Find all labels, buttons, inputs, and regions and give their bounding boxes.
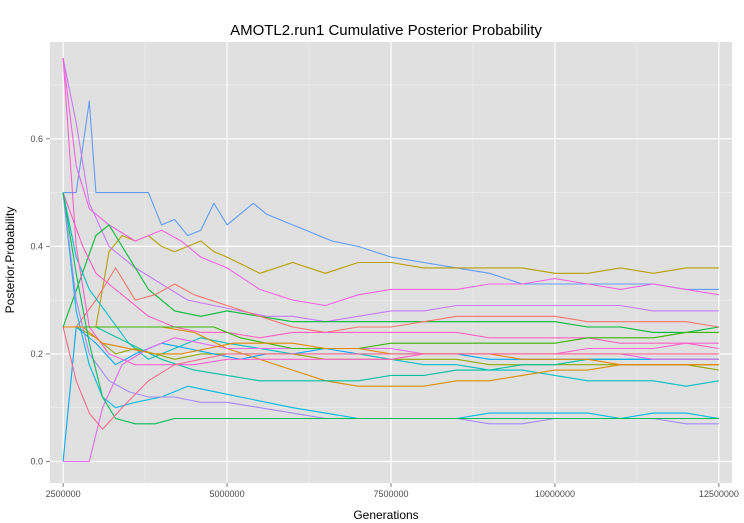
y-tick-label: 0.0 [30, 456, 43, 466]
series-line-1 [63, 100, 719, 290]
series-line-13 [62, 326, 719, 462]
series-line-18 [63, 326, 719, 366]
series-line-4 [62, 57, 719, 323]
y-axis-label: Posterior.Probability [3, 207, 17, 314]
series-line-20 [62, 326, 719, 430]
y-tick-label: 0.2 [30, 349, 43, 359]
y-tick-label: 0.4 [30, 241, 43, 251]
series-line-12 [62, 192, 719, 420]
y-tick-label: 0.6 [30, 134, 43, 144]
x-tick-label: 12500000 [699, 489, 739, 499]
x-tick-label: 5000000 [210, 489, 245, 499]
series-line-3 [62, 58, 719, 307]
series-line-5 [62, 224, 719, 333]
series-line-7 [62, 192, 719, 350]
series-line-19 [62, 192, 719, 425]
series-line-10 [63, 326, 719, 387]
x-tick-label: 10000000 [535, 489, 575, 499]
series-lines [62, 57, 719, 463]
x-tick-label: 2500000 [46, 489, 81, 499]
series-line-16 [62, 58, 719, 366]
series-line-6 [63, 267, 719, 333]
chart-title: AMOTL2.run1 Cumulative Posterior Probabi… [230, 22, 542, 39]
x-tick-label: 7500000 [373, 489, 408, 499]
x-axis-label: Generations [353, 508, 418, 522]
x-axis-ticks: 2500000 5000000 7500000 10000000 12500000 [46, 483, 739, 499]
y-axis-ticks: 0.0 0.2 0.4 0.6 [30, 134, 50, 466]
